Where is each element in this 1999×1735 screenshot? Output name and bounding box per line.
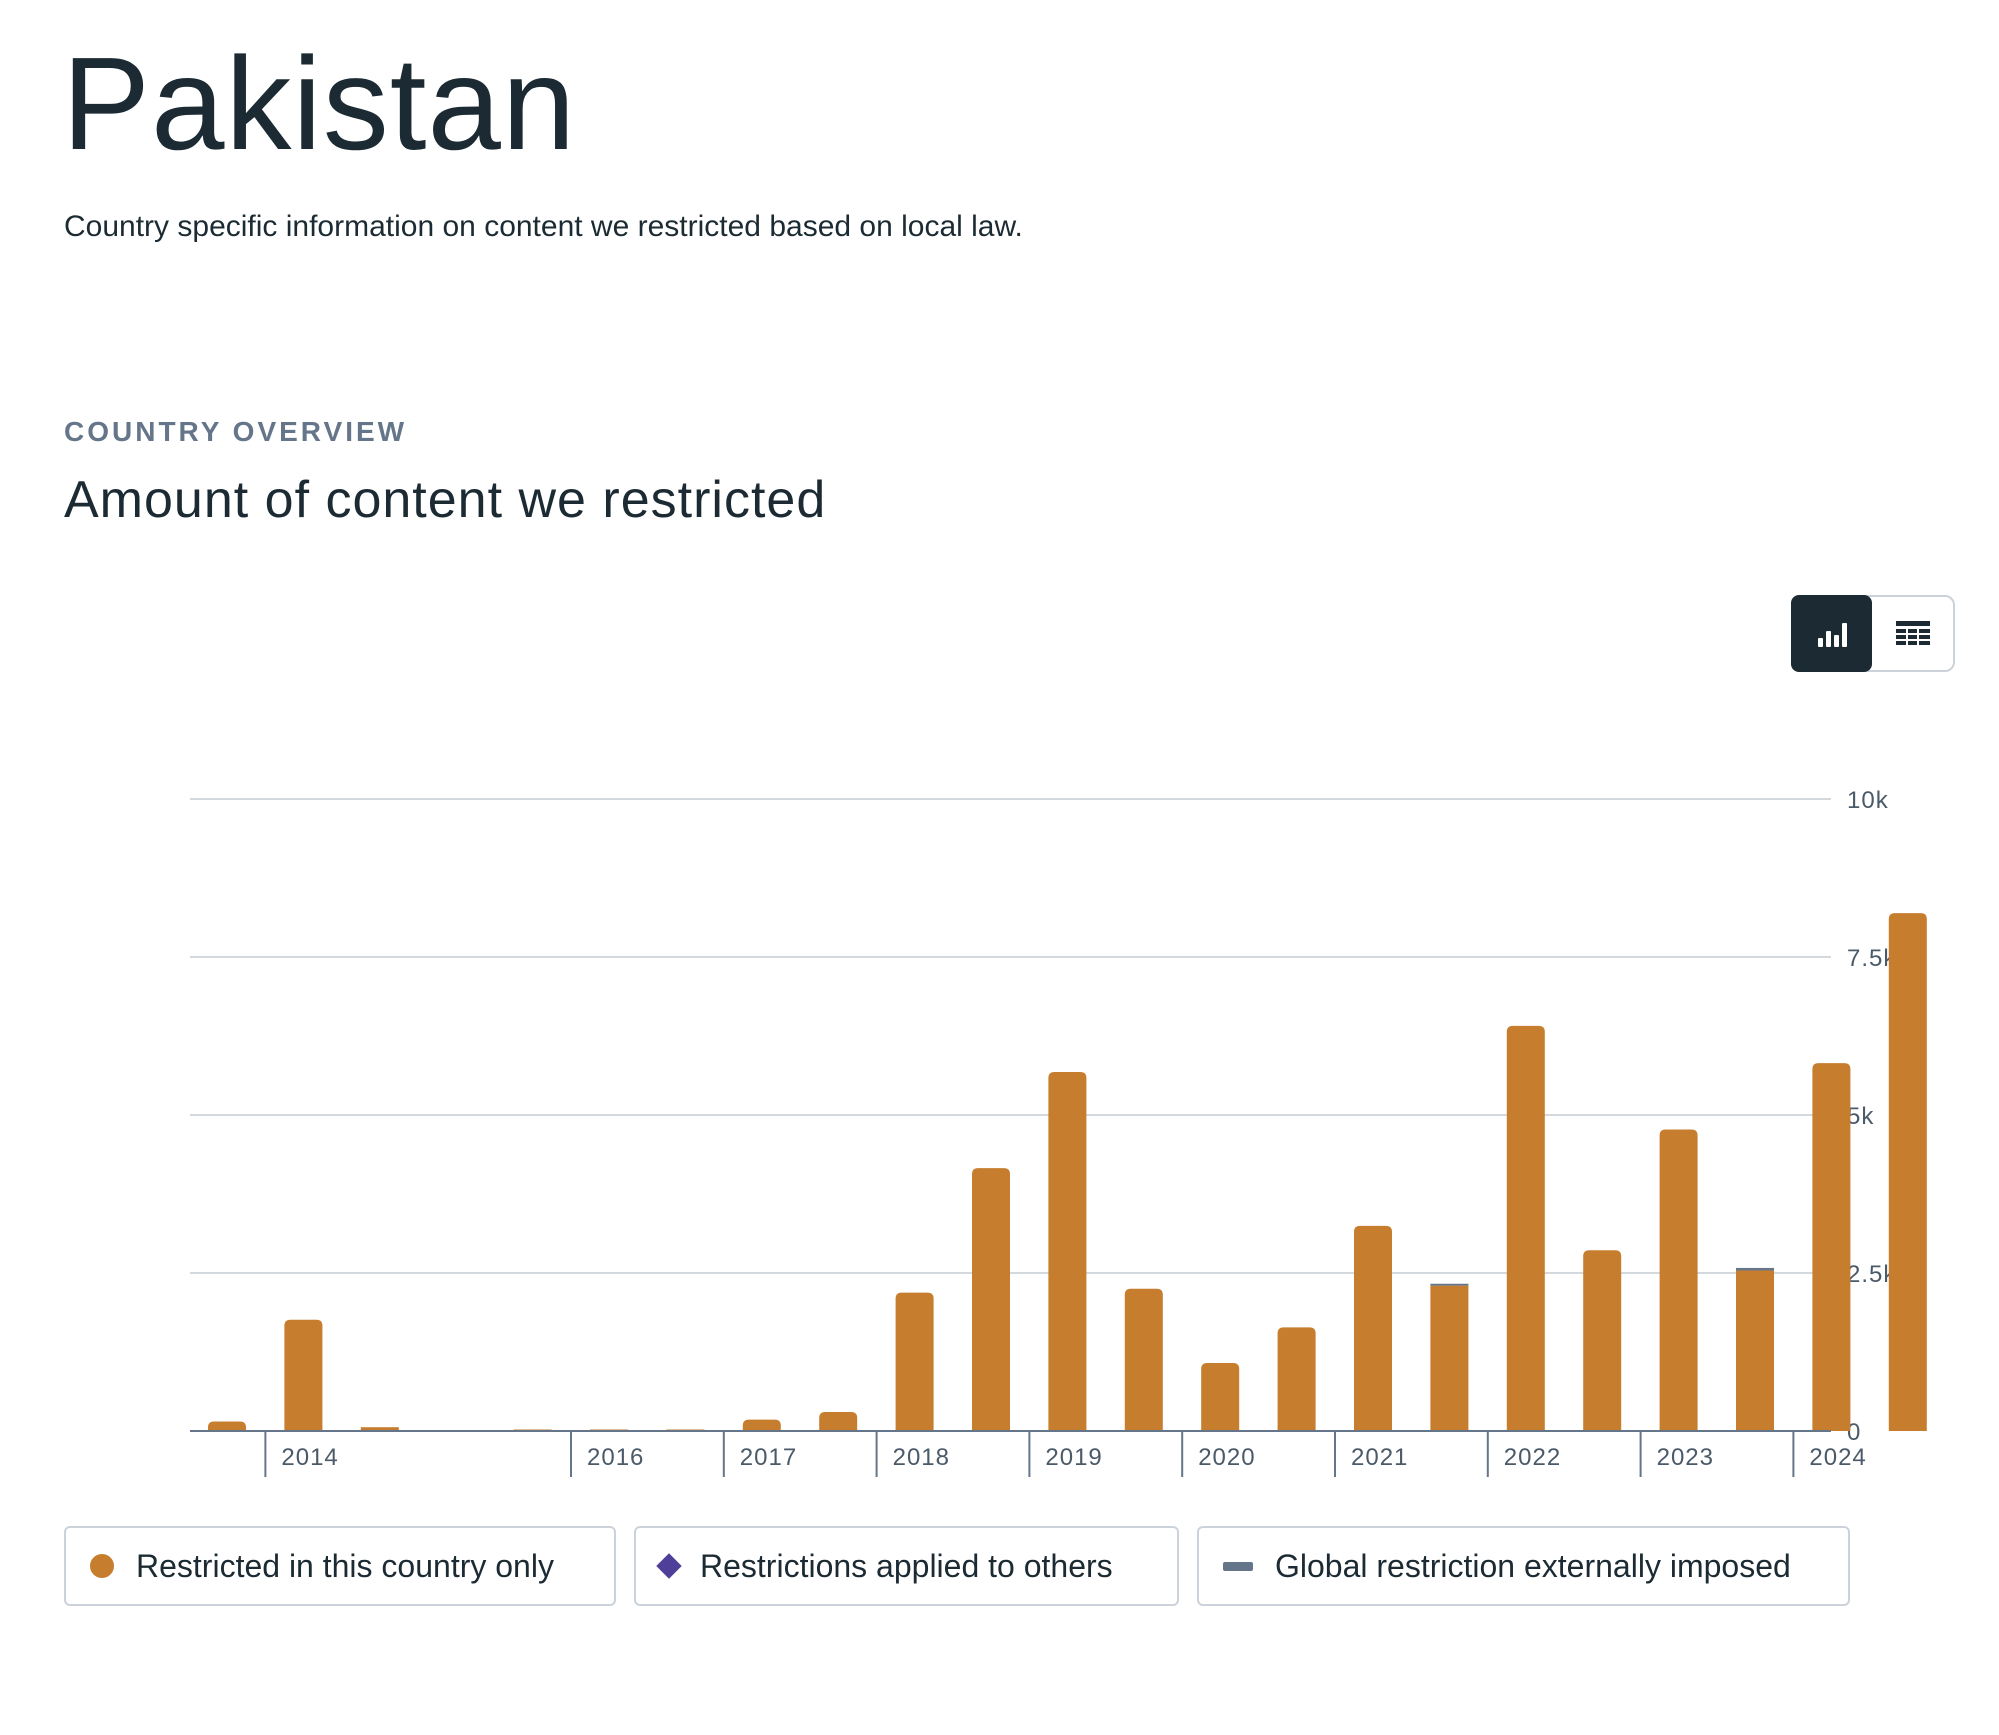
x-tick-label: 2022 bbox=[1504, 1444, 1561, 1471]
page-subtitle: Country specific information on content … bbox=[64, 210, 1023, 243]
x-tick-label: 2024 bbox=[1809, 1444, 1866, 1471]
bar bbox=[742, 1419, 781, 1431]
view-toggle bbox=[1791, 595, 1955, 672]
page-title: Pakistan bbox=[62, 30, 577, 177]
x-tick-label: 2021 bbox=[1351, 1444, 1408, 1471]
y-tick-label: 7.5k bbox=[1847, 945, 1896, 972]
bar bbox=[1124, 1288, 1163, 1431]
bar bbox=[208, 1421, 246, 1431]
bar bbox=[1736, 1267, 1774, 1271]
section-eyebrow: COUNTRY OVERVIEW bbox=[64, 416, 408, 447]
legend-item-restricted-country[interactable]: Restricted in this country only bbox=[64, 1526, 616, 1606]
y-tick-label: 5k bbox=[1847, 1103, 1874, 1130]
legend-item-applied-to-others[interactable]: Restrictions applied to others bbox=[634, 1526, 1179, 1606]
bar bbox=[284, 1319, 323, 1431]
y-tick-label: 2.5k bbox=[1847, 1261, 1896, 1288]
dash-marker-icon bbox=[1223, 1561, 1253, 1571]
table-icon bbox=[1895, 620, 1930, 645]
bar bbox=[1277, 1327, 1316, 1431]
bar bbox=[1354, 1225, 1392, 1431]
bar bbox=[895, 1292, 934, 1431]
bar bbox=[360, 1427, 399, 1431]
bar bbox=[972, 1168, 1010, 1431]
chart-view-button[interactable] bbox=[1791, 595, 1872, 672]
bar bbox=[1888, 913, 1927, 1431]
bar bbox=[819, 1412, 858, 1431]
x-tick-label: 2016 bbox=[587, 1444, 644, 1471]
bar bbox=[1659, 1129, 1698, 1431]
legend-item-global-external[interactable]: Global restriction externally imposed bbox=[1197, 1526, 1850, 1606]
circle-marker-icon bbox=[90, 1554, 114, 1578]
bar-chart-icon bbox=[1817, 622, 1847, 647]
chart-legend: Restricted in this country only Restrict… bbox=[64, 1526, 1850, 1606]
x-tick-label: 2023 bbox=[1657, 1444, 1714, 1471]
legend-label: Global restriction externally imposed bbox=[1275, 1547, 1791, 1584]
x-tick-label: 2017 bbox=[740, 1444, 797, 1471]
bar bbox=[1430, 1285, 1469, 1431]
x-tick-label: 2014 bbox=[281, 1444, 338, 1471]
x-tick-label: 2020 bbox=[1198, 1444, 1255, 1471]
bar bbox=[1201, 1363, 1240, 1431]
x-tick-label: 2019 bbox=[1045, 1444, 1102, 1471]
bar bbox=[1048, 1072, 1087, 1431]
diamond-marker-icon bbox=[656, 1553, 682, 1579]
bar bbox=[1736, 1270, 1774, 1431]
bar bbox=[1583, 1250, 1622, 1431]
bar bbox=[1506, 1025, 1545, 1431]
x-tick-label: 2018 bbox=[893, 1444, 950, 1471]
bar bbox=[1812, 1063, 1851, 1431]
section-heading: Amount of content we restricted bbox=[64, 471, 827, 529]
y-tick-label: 10k bbox=[1847, 787, 1889, 814]
legend-label: Restrictions applied to others bbox=[700, 1547, 1113, 1584]
table-view-button[interactable] bbox=[1872, 597, 1953, 670]
bar bbox=[1430, 1283, 1469, 1286]
legend-label: Restricted in this country only bbox=[136, 1547, 554, 1584]
